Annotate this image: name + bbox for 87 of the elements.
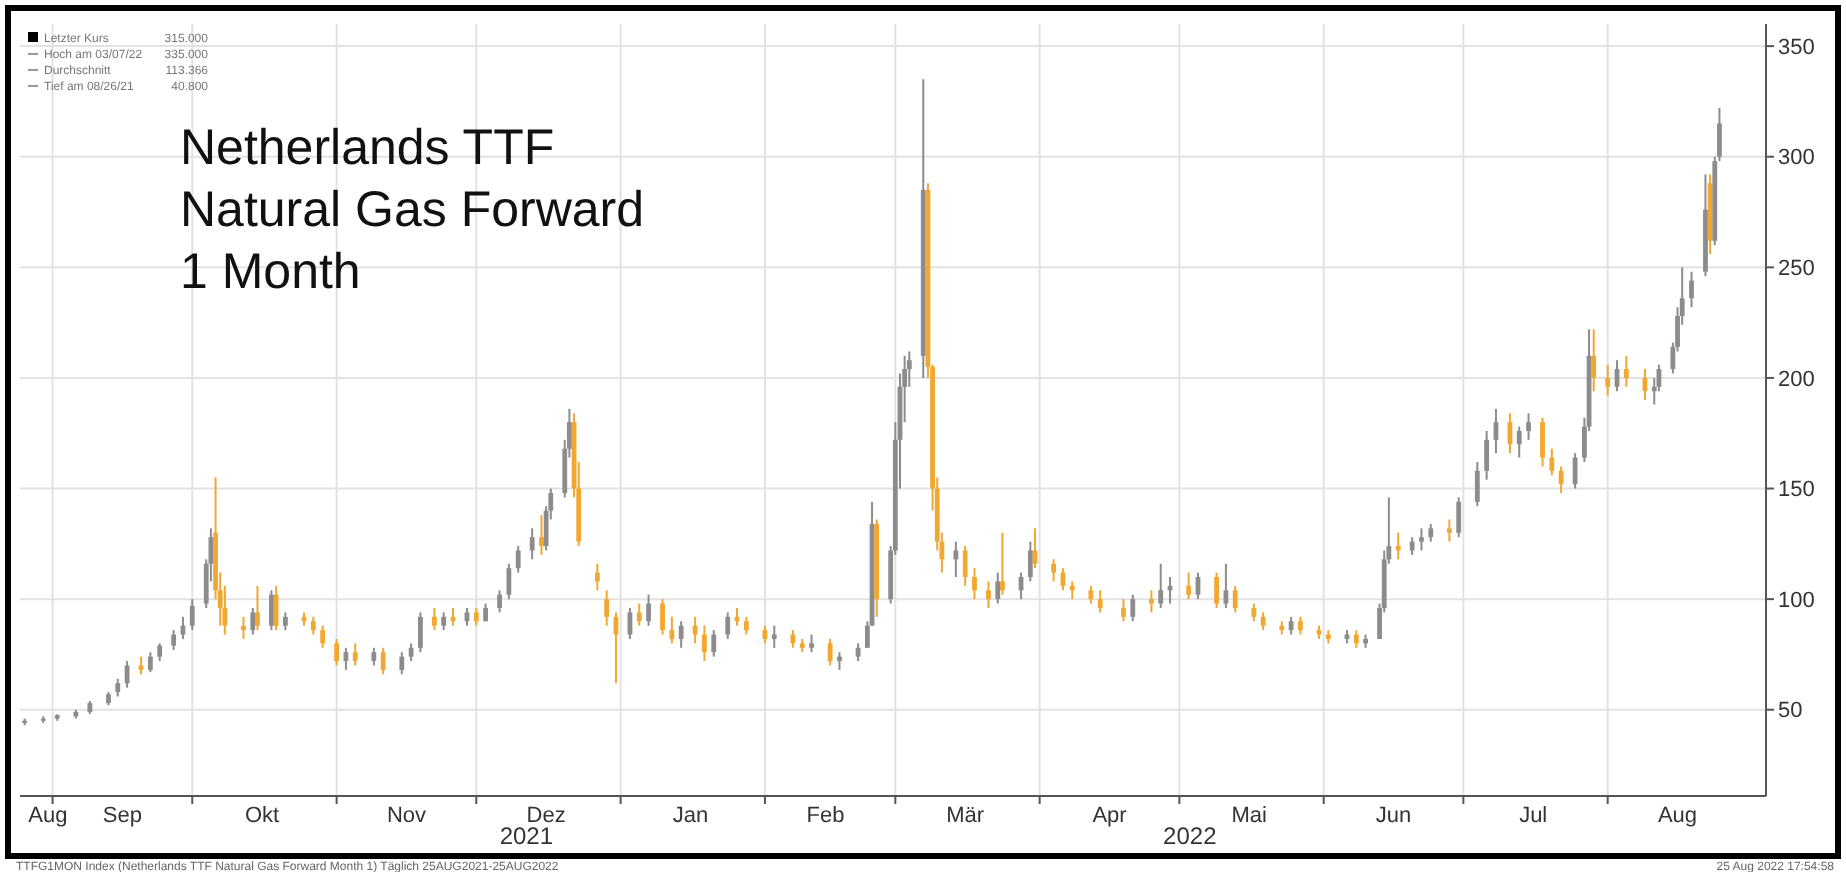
y-tick-label: 150: [1778, 478, 1815, 503]
candlestick: [418, 611, 423, 654]
candlestick: [171, 629, 177, 652]
candlestick: [529, 527, 535, 561]
candlestick: [1186, 571, 1192, 601]
candlestick: [1121, 598, 1126, 623]
candlestick: [972, 567, 977, 601]
x-tick-label: Dez: [526, 804, 566, 828]
candlestick: [380, 646, 386, 676]
candlestick: [1623, 354, 1629, 388]
candlestick: [1549, 447, 1555, 477]
candlestick: [1516, 425, 1522, 459]
y-tick-label: 100: [1778, 588, 1815, 613]
candlestick: [986, 580, 991, 609]
candlestick: [1232, 584, 1238, 614]
x-tick-label: Nov: [386, 804, 428, 828]
candlestick: [692, 615, 698, 645]
candlestick: [1027, 540, 1033, 583]
text: Netherlands TTF Natural Gas Forward 1 Month: [180, 120, 645, 300]
x-tick-label: Jun: [1375, 804, 1412, 828]
candlestick: [431, 606, 437, 632]
x-tick-label: Feb: [806, 804, 845, 828]
candlestick: [953, 540, 959, 579]
candlestick: [604, 589, 610, 627]
y-tick-label: 50: [1778, 699, 1803, 724]
x-tick-label: Aug: [28, 804, 68, 828]
candlestick: [1130, 593, 1136, 623]
candlestick: [334, 637, 340, 667]
candlestick: [241, 615, 246, 640]
candlestick: [1456, 496, 1462, 539]
candlestick: [1395, 531, 1401, 561]
candlestick: [539, 514, 544, 556]
candlestick: [594, 562, 600, 592]
candlestick: [1572, 452, 1578, 490]
candlestick: [352, 642, 358, 667]
candlestick: [660, 598, 665, 636]
candlestick: [1474, 460, 1480, 508]
x-tick-label: Aug: [1657, 804, 1698, 828]
candlestick: [1484, 430, 1490, 481]
candlestick: [189, 598, 195, 632]
candlestick: [1149, 589, 1154, 614]
y-tick-label: 350: [1778, 35, 1815, 60]
candlestick: [827, 637, 833, 667]
candlestick: [678, 620, 684, 649]
candlestick: [1591, 328, 1597, 393]
candlestick: [711, 629, 717, 658]
candlestick: [1526, 412, 1531, 441]
y-tick-label: 200: [1778, 367, 1815, 392]
candlestick: [995, 571, 1001, 605]
candlestick: [1446, 518, 1452, 543]
candlestick: [1214, 571, 1219, 609]
text: 2022: [1163, 822, 1218, 850]
candlestick: [1097, 589, 1103, 614]
candlestick: [1540, 416, 1545, 468]
candlestick: [1605, 363, 1611, 397]
candlestick: [1689, 270, 1694, 309]
candlestick: [962, 545, 968, 587]
candlestick: [702, 624, 707, 663]
candlestick: [669, 615, 675, 645]
candlestick: [147, 651, 153, 674]
candlestick: [320, 624, 326, 649]
candlestick: [255, 584, 260, 632]
x-tick-label: Sep: [102, 804, 143, 828]
x-tick-label: Mär: [946, 804, 985, 828]
x-tick-label: Apr: [1092, 804, 1128, 828]
x-tick-label: Okt: [244, 804, 280, 828]
candlestick: [725, 611, 731, 640]
candlestick: [399, 651, 405, 676]
candlestick: [646, 593, 651, 627]
text: 2021: [499, 822, 554, 850]
candlestick: [1000, 531, 1005, 596]
candlestick: [497, 589, 502, 614]
x-tick-label: Jul: [1519, 804, 1548, 828]
y-tick-label: 300: [1778, 146, 1815, 171]
y-tick-label: 250: [1778, 257, 1815, 282]
candlestick: [1051, 558, 1057, 583]
candlestick: [1419, 527, 1424, 552]
candlestick: [250, 606, 256, 636]
candlestick: [1158, 562, 1164, 609]
x-tick-label: Jan: [672, 804, 709, 828]
candlestick: [506, 562, 512, 601]
candlestick: [771, 624, 777, 649]
candlestick: [515, 545, 521, 574]
candlestick: [269, 589, 274, 632]
candlestick: [636, 602, 642, 627]
candlestick: [1558, 465, 1564, 494]
x-tick-label: Mai: [1231, 804, 1267, 828]
